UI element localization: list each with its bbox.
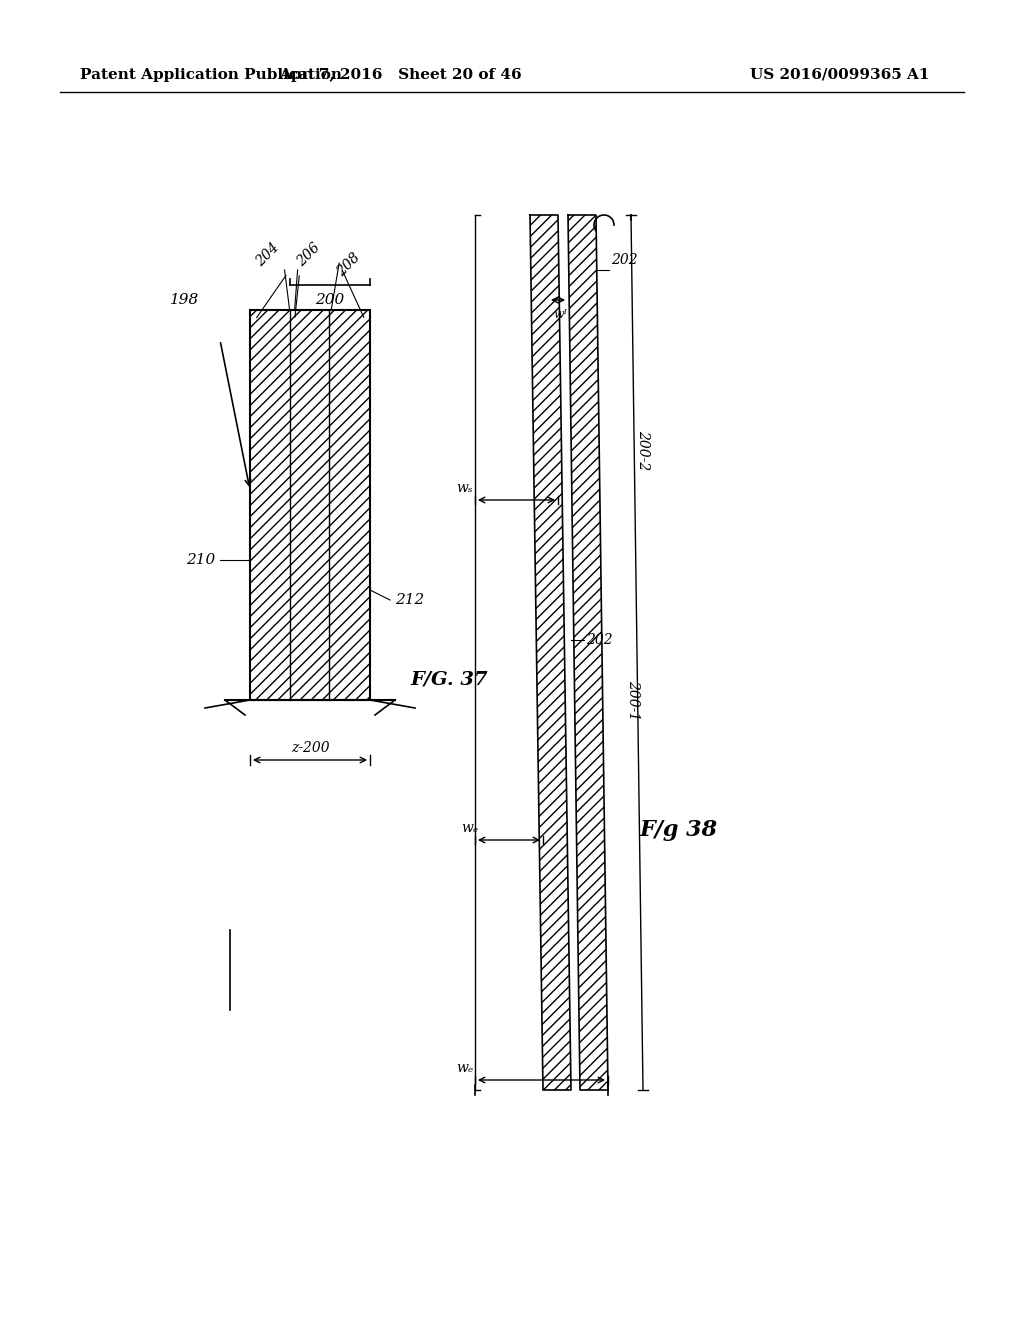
Text: Apr. 7, 2016   Sheet 20 of 46: Apr. 7, 2016 Sheet 20 of 46 (279, 69, 521, 82)
Text: 200: 200 (315, 293, 344, 308)
Text: F/g 38: F/g 38 (640, 818, 718, 841)
Polygon shape (530, 215, 571, 1090)
Polygon shape (568, 215, 608, 1090)
Bar (250, 310, 370, 700)
Text: 200-1: 200-1 (626, 680, 640, 721)
Text: wᴵ: wᴵ (553, 308, 567, 321)
Text: 200-2: 200-2 (636, 430, 650, 470)
Text: wₑ: wₑ (456, 1061, 473, 1074)
Text: 208: 208 (334, 251, 362, 280)
Text: Patent Application Publication: Patent Application Publication (80, 69, 342, 82)
Text: wₑ: wₑ (461, 821, 478, 836)
Text: 198: 198 (170, 293, 200, 308)
Text: 204: 204 (253, 240, 282, 269)
Text: 202: 202 (611, 253, 638, 267)
Text: 202: 202 (586, 634, 612, 647)
Text: US 2016/0099365 A1: US 2016/0099365 A1 (750, 69, 930, 82)
Bar (250, 310, 370, 700)
Text: 206: 206 (295, 240, 324, 269)
Text: 212: 212 (395, 593, 424, 607)
Text: wₛ: wₛ (457, 480, 473, 495)
Text: z-200: z-200 (291, 741, 330, 755)
Text: F/G. 37: F/G. 37 (410, 671, 487, 689)
Text: 210: 210 (185, 553, 215, 568)
